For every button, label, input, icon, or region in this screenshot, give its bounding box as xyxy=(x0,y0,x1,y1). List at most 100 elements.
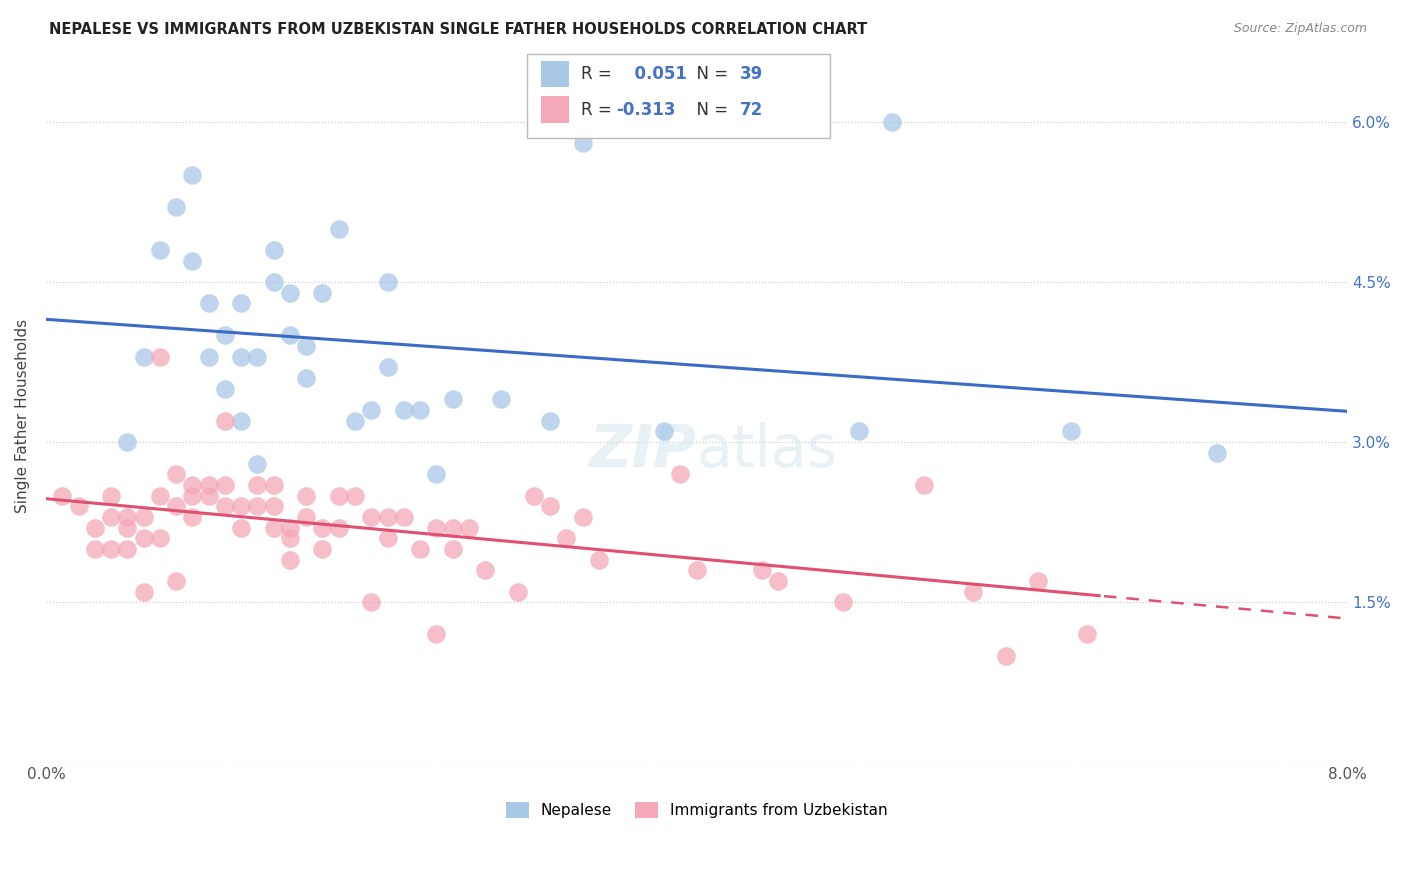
Text: ZIP: ZIP xyxy=(589,422,696,479)
Point xyxy=(377,275,399,289)
Point xyxy=(295,339,318,353)
Point xyxy=(231,350,253,364)
Point xyxy=(246,500,269,514)
Point xyxy=(1076,627,1098,641)
Point xyxy=(246,457,269,471)
Point xyxy=(83,541,105,556)
Point xyxy=(425,520,447,534)
Point xyxy=(149,531,172,545)
Y-axis label: Single Father Households: Single Father Households xyxy=(15,318,30,513)
Point xyxy=(132,584,155,599)
Point xyxy=(149,350,172,364)
Text: 72: 72 xyxy=(740,101,763,119)
Point xyxy=(962,584,984,599)
Point xyxy=(214,414,236,428)
Point xyxy=(880,115,903,129)
Text: NEPALESE VS IMMIGRANTS FROM UZBEKISTAN SINGLE FATHER HOUSEHOLDS CORRELATION CHAR: NEPALESE VS IMMIGRANTS FROM UZBEKISTAN S… xyxy=(49,22,868,37)
Point xyxy=(392,403,415,417)
Text: N =: N = xyxy=(686,65,734,83)
Point xyxy=(117,520,139,534)
Point xyxy=(132,350,155,364)
Point xyxy=(344,489,367,503)
Point xyxy=(474,563,496,577)
Point xyxy=(278,285,301,300)
Point xyxy=(278,328,301,343)
Point xyxy=(214,382,236,396)
Point xyxy=(197,350,219,364)
Point xyxy=(295,489,318,503)
Point xyxy=(311,520,333,534)
Point xyxy=(246,350,269,364)
Point xyxy=(117,509,139,524)
Point xyxy=(165,574,187,588)
Point xyxy=(181,509,204,524)
Point xyxy=(117,541,139,556)
Point xyxy=(441,392,464,407)
Point xyxy=(441,520,464,534)
Point xyxy=(538,414,561,428)
Point xyxy=(328,520,350,534)
Point xyxy=(441,541,464,556)
Point xyxy=(457,520,479,534)
Point xyxy=(263,478,285,492)
Point xyxy=(231,500,253,514)
Text: 39: 39 xyxy=(740,65,763,83)
Point xyxy=(165,500,187,514)
Point xyxy=(506,584,529,599)
Point xyxy=(263,243,285,257)
Point xyxy=(67,500,90,514)
Point xyxy=(1026,574,1049,588)
Point xyxy=(278,552,301,566)
Point xyxy=(360,509,382,524)
Point xyxy=(246,478,269,492)
Point xyxy=(409,541,432,556)
Point xyxy=(51,489,73,503)
Point xyxy=(1206,446,1229,460)
Point xyxy=(377,360,399,375)
Point xyxy=(181,168,204,182)
Point xyxy=(751,563,773,577)
Text: R =: R = xyxy=(581,101,617,119)
Point xyxy=(766,574,789,588)
Point xyxy=(214,328,236,343)
Point xyxy=(149,489,172,503)
Point xyxy=(392,509,415,524)
Text: R =: R = xyxy=(581,65,617,83)
Point xyxy=(100,509,122,524)
Text: Source: ZipAtlas.com: Source: ZipAtlas.com xyxy=(1233,22,1367,36)
Point xyxy=(263,275,285,289)
Point xyxy=(263,520,285,534)
Point xyxy=(523,489,546,503)
Point xyxy=(685,563,707,577)
Text: -0.313: -0.313 xyxy=(616,101,675,119)
Point xyxy=(377,531,399,545)
Point xyxy=(311,285,333,300)
Point xyxy=(1060,425,1083,439)
Point xyxy=(197,489,219,503)
Point xyxy=(214,478,236,492)
Point xyxy=(328,489,350,503)
Point xyxy=(360,595,382,609)
Point xyxy=(165,467,187,482)
Point xyxy=(83,520,105,534)
Point xyxy=(652,425,675,439)
Point xyxy=(100,489,122,503)
Point xyxy=(571,509,593,524)
Point xyxy=(425,627,447,641)
Point xyxy=(328,221,350,235)
Point xyxy=(425,467,447,482)
Point xyxy=(197,296,219,310)
Point xyxy=(377,509,399,524)
Point xyxy=(669,467,692,482)
Point xyxy=(832,595,855,609)
Point xyxy=(555,531,578,545)
Legend: Nepalese, Immigrants from Uzbekistan: Nepalese, Immigrants from Uzbekistan xyxy=(499,796,894,824)
Text: 0.051: 0.051 xyxy=(623,65,686,83)
Point xyxy=(588,552,610,566)
Point xyxy=(278,531,301,545)
Point xyxy=(231,520,253,534)
Point xyxy=(165,200,187,214)
Text: N =: N = xyxy=(686,101,734,119)
Point xyxy=(491,392,513,407)
Point xyxy=(132,531,155,545)
